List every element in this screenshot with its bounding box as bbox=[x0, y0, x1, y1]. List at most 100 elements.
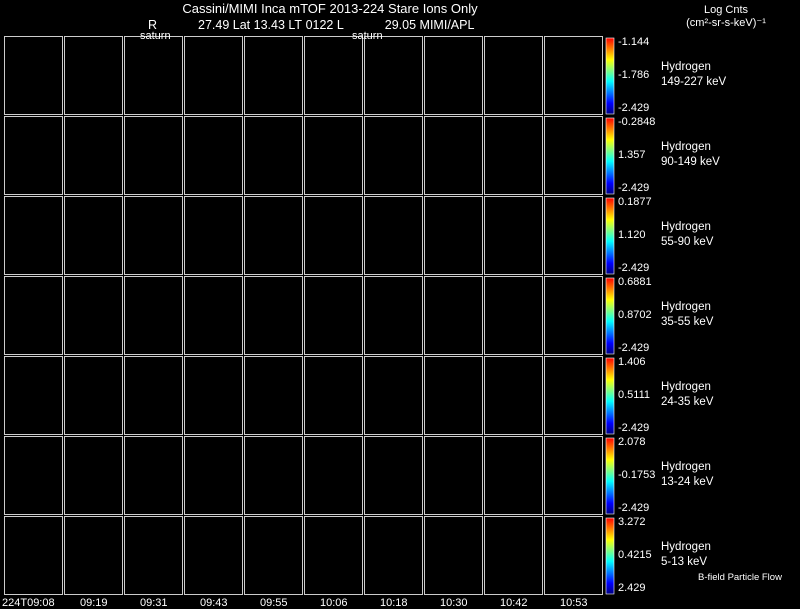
image-frame bbox=[64, 116, 123, 195]
image-frame bbox=[124, 116, 183, 195]
image-frame bbox=[544, 516, 603, 595]
image-frame bbox=[304, 36, 363, 115]
frames-layer bbox=[4, 36, 603, 595]
energy-channel-label: Hydrogen 149-227 keV bbox=[661, 60, 726, 90]
species-label: Hydrogen bbox=[661, 301, 711, 313]
time-tick-label: 09:43 bbox=[200, 597, 228, 609]
image-frame bbox=[544, 196, 603, 275]
image-frame bbox=[64, 36, 123, 115]
image-frame bbox=[244, 36, 303, 115]
colorbar bbox=[605, 117, 615, 195]
energy-range-label: 13-24 keV bbox=[661, 476, 714, 488]
energy-channel-label: Hydrogen 90-149 keV bbox=[661, 140, 720, 170]
image-frame bbox=[364, 516, 423, 595]
image-frame bbox=[124, 276, 183, 355]
image-frame bbox=[424, 356, 483, 435]
colorbar-label-cmin: -2.429 bbox=[618, 422, 650, 434]
image-frame bbox=[64, 516, 123, 595]
image-frame bbox=[184, 116, 243, 195]
image-frame bbox=[4, 36, 63, 115]
image-frame bbox=[64, 276, 123, 355]
image-frame bbox=[184, 276, 243, 355]
colorbar-label-cmin: -2.429 bbox=[618, 342, 650, 354]
image-frame bbox=[244, 356, 303, 435]
colorbar bbox=[605, 517, 615, 595]
image-frame bbox=[484, 196, 543, 275]
image-frame bbox=[544, 116, 603, 195]
time-tick-label: 09:19 bbox=[80, 597, 108, 609]
colorbar bbox=[605, 197, 615, 275]
energy-channel-label: Hydrogen 35-55 keV bbox=[661, 300, 713, 330]
energy-channel-label: Hydrogen 5-13 keV bbox=[661, 540, 711, 570]
colorbar-label-cmid: 1.120 bbox=[618, 229, 646, 241]
image-frame bbox=[484, 276, 543, 355]
colorbar-label-cmax: 2.078 bbox=[618, 436, 646, 448]
image-frame bbox=[424, 516, 483, 595]
image-frame bbox=[124, 436, 183, 515]
image-frame bbox=[64, 436, 123, 515]
time-tick-label: 09:55 bbox=[260, 597, 288, 609]
image-frame bbox=[364, 196, 423, 275]
image-frame bbox=[424, 436, 483, 515]
colorbar bbox=[605, 277, 615, 355]
image-frame bbox=[424, 116, 483, 195]
image-frame bbox=[304, 116, 363, 195]
energy-range-label: 149-227 keV bbox=[661, 76, 727, 88]
image-frame bbox=[184, 356, 243, 435]
image-frame bbox=[184, 436, 243, 515]
colorbar-title-line1: Log Cnts bbox=[703, 4, 749, 16]
image-frame bbox=[4, 516, 63, 595]
image-frame bbox=[4, 196, 63, 275]
chart-title: Cassini/MIMI Inca mTOF 2013-224 Stare Io… bbox=[182, 1, 478, 16]
energy-range-label: 90-149 keV bbox=[661, 156, 720, 168]
image-frame bbox=[124, 196, 183, 275]
image-frame bbox=[184, 196, 243, 275]
colorbar bbox=[605, 357, 615, 435]
image-frame bbox=[4, 356, 63, 435]
time-tick-label: 09:31 bbox=[140, 597, 168, 609]
image-frame bbox=[244, 116, 303, 195]
credit: MIMI/APL bbox=[419, 18, 475, 32]
colorbar-label-cmid: 1.357 bbox=[618, 149, 646, 161]
colorbar-title: Log Cnts (cm²-sr-s-keV)⁻¹ bbox=[666, 4, 786, 30]
colorbar-label-cmid: 0.5111 bbox=[618, 389, 651, 401]
image-frame bbox=[4, 436, 63, 515]
species-label: Hydrogen bbox=[661, 141, 711, 153]
image-frame bbox=[484, 516, 543, 595]
image-frame bbox=[544, 36, 603, 115]
image-frame bbox=[244, 436, 303, 515]
colorbar-label-cmid: -0.1753 bbox=[618, 469, 656, 481]
image-frame bbox=[364, 276, 423, 355]
image-frame bbox=[244, 516, 303, 595]
image-frame bbox=[124, 516, 183, 595]
image-frame bbox=[484, 116, 543, 195]
image-frame bbox=[124, 356, 183, 435]
colorbar-label-cmid: 0.4215 bbox=[618, 549, 652, 561]
image-frame bbox=[184, 516, 243, 595]
lt-value: 0122 bbox=[305, 18, 334, 32]
colorbar-label-cmid: -1.786 bbox=[618, 69, 650, 81]
saturn-marker-2: saturn bbox=[352, 30, 383, 42]
image-frame bbox=[4, 276, 63, 355]
energy-range-label: 24-35 keV bbox=[661, 396, 714, 408]
energy-channel-label: Hydrogen 13-24 keV bbox=[661, 460, 713, 490]
colorbar-label-cmin: -2.429 bbox=[618, 262, 650, 274]
energy-channel-label: Hydrogen 55-90 keV bbox=[661, 220, 713, 250]
image-frame bbox=[424, 36, 483, 115]
image-frame bbox=[364, 356, 423, 435]
image-frame bbox=[364, 36, 423, 115]
image-frame bbox=[304, 356, 363, 435]
lat-value: 13.43 bbox=[253, 18, 285, 32]
saturn-marker-1: saturn bbox=[140, 30, 171, 42]
image-frame bbox=[484, 436, 543, 515]
image-frame bbox=[304, 276, 363, 355]
image-frame bbox=[304, 436, 363, 515]
time-tick-label: 10:06 bbox=[320, 597, 348, 609]
colorbar-label-cmin: -2.429 bbox=[618, 502, 650, 514]
l-label: L bbox=[336, 18, 344, 32]
colorbar-label-cmax: 0.6881 bbox=[618, 276, 652, 288]
time-tick-label: 10:18 bbox=[380, 597, 408, 609]
image-frame bbox=[544, 276, 603, 355]
image-frame bbox=[184, 36, 243, 115]
orbit-info: R 27.49 Lat 13.43 LT 0122 L 29.05 MIMI/A… bbox=[148, 18, 474, 32]
